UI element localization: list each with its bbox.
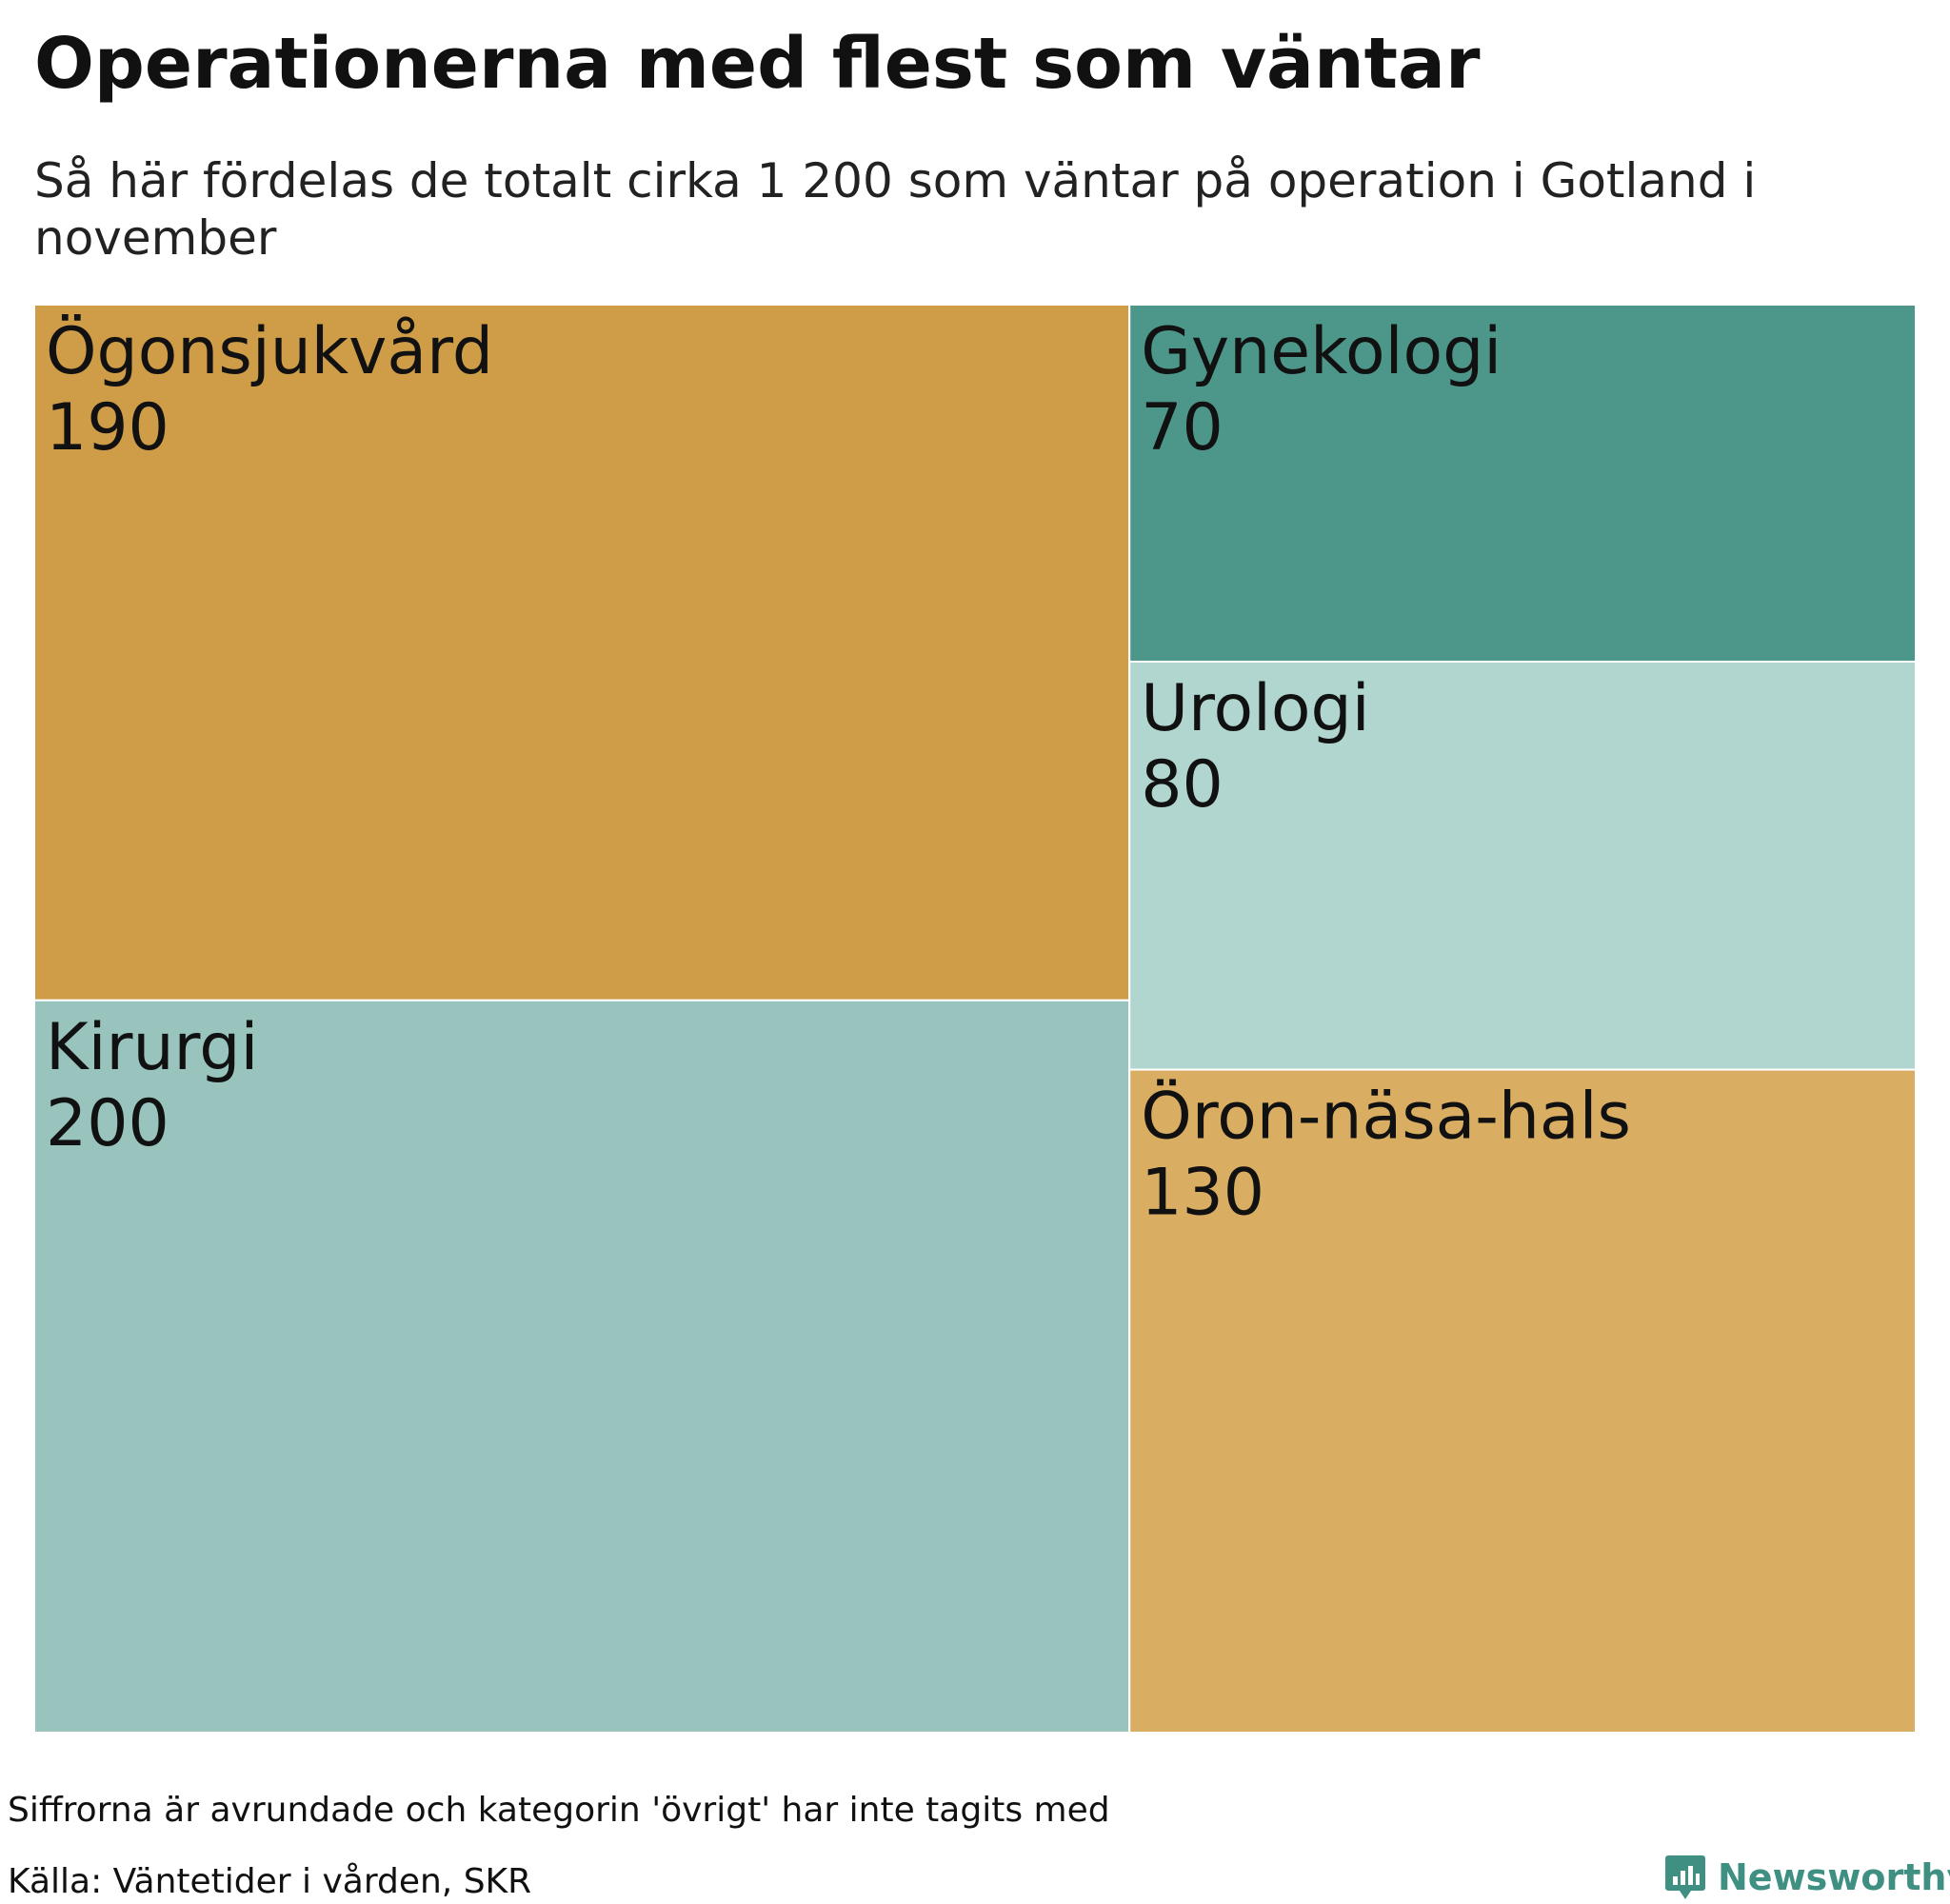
footnote: Siffrorna är avrundade och kategorin 'öv…	[8, 1791, 1110, 1830]
chart-title: Operationerna med flest som väntar	[34, 23, 1481, 105]
source-note: Källa: Väntetider i vården, SKR	[8, 1862, 532, 1901]
tile-gynekologi	[1128, 304, 1917, 663]
tile-value-kirurgi: 200	[46, 1086, 169, 1161]
bar-chart-speech-bubble-icon	[1665, 1855, 1705, 1899]
tile-label-kirurgi: Kirurgi	[46, 1010, 258, 1085]
tile-label-oron-nasa-hals: Öron-näsa-hals	[1141, 1080, 1631, 1155]
tile-value-ogonsjukvard: 190	[46, 390, 169, 466]
brand-logo: Newsworthy	[1664, 1851, 1950, 1904]
tile-label-ogonsjukvard: Ögonsjukvård	[46, 314, 493, 389]
tile-label-gynekologi: Gynekologi	[1141, 314, 1502, 389]
tile-value-oron-nasa-hals: 130	[1141, 1156, 1264, 1231]
tile-value-gynekologi: 70	[1141, 390, 1224, 466]
tile-oron-nasa-hals	[1128, 1068, 1917, 1734]
tile-ogonsjukvard	[33, 304, 1131, 1002]
tile-value-urologi: 80	[1141, 747, 1224, 823]
tile-urologi	[1128, 661, 1917, 1071]
chart-subtitle: Så här fördelas de totalt cirka 1 200 so…	[34, 153, 1757, 266]
tile-label-urologi: Urologi	[1141, 671, 1369, 746]
tile-kirurgi	[33, 999, 1131, 1735]
brand-name: Newsworthy	[1718, 1856, 1950, 1898]
